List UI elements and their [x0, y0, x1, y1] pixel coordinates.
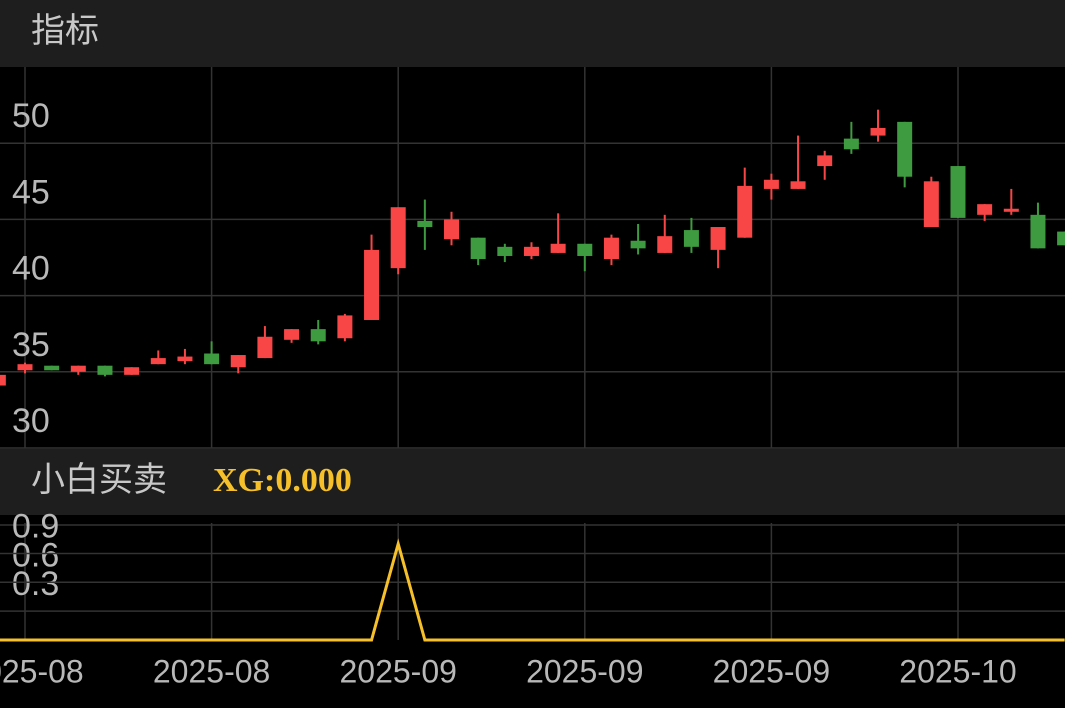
candle-body [444, 219, 460, 240]
y-tick-label: 45 [12, 173, 50, 211]
y-tick-label: 35 [12, 326, 50, 364]
candle-body [124, 367, 140, 375]
candle-body [870, 127, 886, 136]
candle-body [1057, 231, 1065, 246]
candle-body [1030, 214, 1046, 249]
panel-title: 指标 [31, 12, 99, 50]
candle-body [577, 243, 593, 256]
y-tick-label: 0.3 [12, 565, 59, 603]
candle-body [737, 185, 753, 238]
x-tick-label: 2025-10 [899, 653, 1016, 689]
header-bar [0, 0, 1065, 67]
candle-body [44, 365, 60, 371]
x-tick-label: 2025-09 [713, 653, 830, 689]
candle-body [683, 230, 699, 247]
candle-body [923, 181, 939, 228]
candle-body [70, 365, 86, 372]
candle-body [390, 207, 406, 269]
candle-body [0, 374, 6, 386]
candle-body [950, 166, 966, 218]
candle-body [204, 353, 220, 365]
candle-body [177, 356, 193, 362]
candle-body [710, 227, 726, 250]
x-tick-label: 2025-09 [526, 653, 643, 689]
candle-body [470, 237, 486, 260]
candle-body [977, 204, 993, 215]
candle-body [497, 246, 513, 256]
panel-title: 小白买卖 [31, 461, 167, 499]
candle-body [417, 220, 433, 228]
candle-body [897, 121, 913, 177]
candle-body [843, 138, 859, 150]
header-bar [0, 449, 1065, 515]
candle-body [550, 243, 566, 253]
candle-body [97, 365, 113, 375]
y-tick-label: 0.9 [12, 507, 59, 545]
x-tick-label: 2025-08 [0, 653, 84, 689]
y-tick-label: 30 [12, 402, 50, 440]
x-tick-label: 2025-09 [339, 653, 456, 689]
candle-body [657, 236, 673, 253]
candle-body [630, 240, 646, 249]
candle-body [817, 155, 833, 167]
candle-body [603, 237, 619, 260]
y-tick-label: 40 [12, 250, 50, 288]
candle-body [230, 355, 246, 368]
x-tick-label: 2025-08 [153, 653, 270, 689]
candle-body [257, 336, 273, 359]
candle-body [310, 329, 326, 342]
y-tick-label: 0.6 [12, 536, 59, 574]
candle-body [523, 246, 539, 256]
indicator-value: XG:0.000 [213, 462, 352, 499]
candle-body [364, 249, 380, 320]
candle-body [284, 329, 300, 340]
candle-body [337, 315, 353, 339]
candle-body [790, 181, 806, 189]
indicator-line [0, 538, 1065, 642]
candle-body [150, 358, 166, 365]
candle-body [763, 179, 779, 189]
y-tick-label: 50 [12, 97, 50, 135]
candle-body [17, 364, 33, 371]
candle-body [1003, 208, 1019, 212]
